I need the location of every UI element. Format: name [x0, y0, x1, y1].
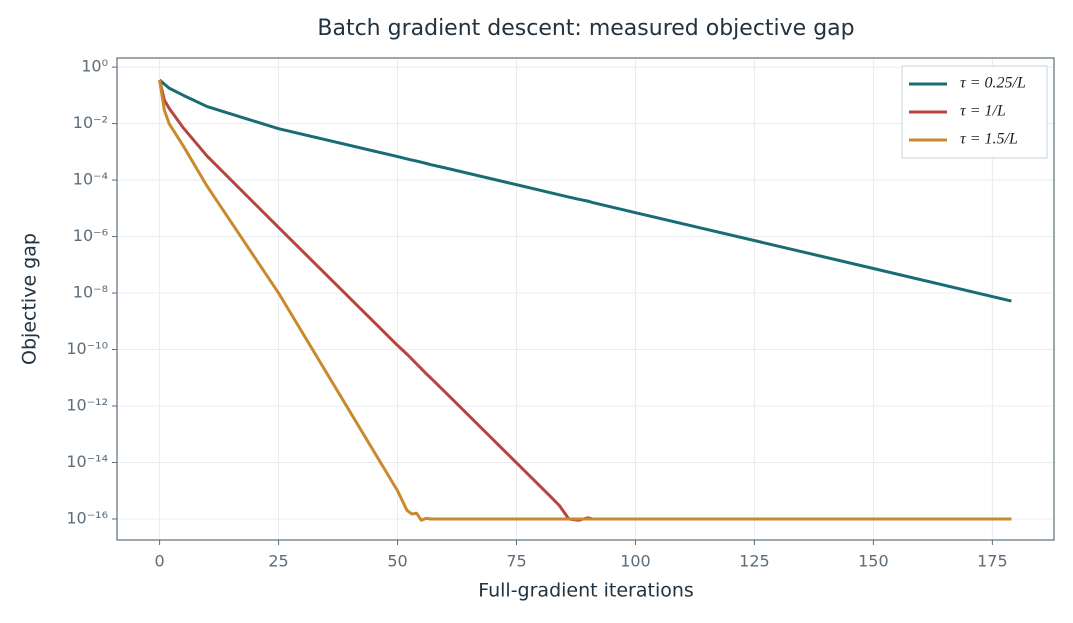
y-tick-label: 10⁰ [81, 57, 108, 76]
x-tick-label: 125 [739, 552, 770, 571]
x-tick-label: 175 [977, 552, 1008, 571]
chart-title: Batch gradient descent: measured objecti… [317, 16, 854, 41]
legend-label: τ = 1.5/L [960, 131, 1018, 148]
y-tick-label: 10⁻¹² [66, 396, 108, 415]
y-tick-label: 10⁻² [73, 113, 108, 132]
legend: τ = 0.25/L τ = 1/L τ = 1.5/L [901, 65, 1048, 159]
x-tick-label: 50 [387, 552, 407, 571]
series-line [158, 79, 1012, 522]
x-tick-label: 150 [858, 552, 889, 571]
y-axis-label: Objective gap [19, 233, 41, 365]
legend-box [901, 65, 1048, 159]
y-tick-label: 10⁻⁶ [73, 226, 108, 245]
y-tick-label: 10⁻⁸ [73, 283, 108, 302]
y-tick-label: 10⁻¹⁶ [66, 508, 108, 527]
x-tick-label: 100 [620, 552, 651, 571]
legend-label: τ = 0.25/L [960, 75, 1026, 92]
y-tick-label: 10⁻¹⁰ [66, 339, 108, 358]
y-tick-label: 10⁻¹⁴ [66, 452, 108, 471]
y-tick-label: 10⁻⁴ [73, 170, 108, 189]
legend-label: τ = 1/L [960, 103, 1006, 120]
x-axis-label: Full-gradient iterations [478, 580, 694, 602]
x-tick-label: 0 [154, 552, 164, 571]
x-tick-label: 25 [268, 552, 288, 571]
series-line [158, 79, 1012, 522]
plot-frame [116, 57, 1055, 541]
series-line [158, 78, 1012, 303]
x-tick-label: 75 [506, 552, 526, 571]
